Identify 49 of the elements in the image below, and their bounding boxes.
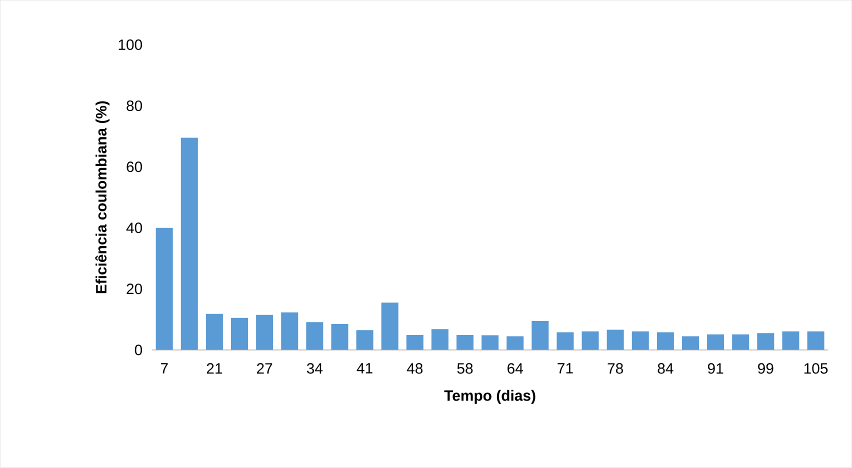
x-tick-label: 27 bbox=[256, 363, 272, 374]
bar bbox=[757, 333, 774, 350]
x-tick-label: 78 bbox=[608, 363, 623, 374]
y-tick-label: 0 bbox=[134, 344, 142, 356]
y-tick-label: 40 bbox=[126, 222, 142, 234]
y-tick-label: 60 bbox=[126, 162, 142, 172]
bar bbox=[206, 314, 223, 350]
bar bbox=[231, 318, 248, 350]
bar bbox=[582, 331, 599, 350]
bar bbox=[482, 335, 499, 350]
x-tick-label: 71 bbox=[558, 363, 573, 374]
x-tick-label: 41 bbox=[356, 363, 372, 374]
y-tick-label: 100 bbox=[118, 40, 142, 50]
x-tick-label: 21 bbox=[206, 363, 222, 374]
y-axis-title: Eficiência coulombiana (%) bbox=[95, 101, 110, 294]
x-tick-label: 58 bbox=[457, 363, 473, 374]
bar bbox=[180, 138, 198, 350]
bar bbox=[381, 302, 398, 350]
bar bbox=[331, 324, 348, 350]
x-tick-label: 91 bbox=[708, 363, 724, 374]
bar bbox=[556, 332, 574, 350]
bar bbox=[732, 334, 750, 350]
bar bbox=[431, 329, 448, 350]
x-tick-label: 99 bbox=[758, 363, 774, 374]
x-axis-title: Tempo (dias) bbox=[444, 390, 536, 404]
bar bbox=[707, 334, 724, 350]
bar bbox=[281, 312, 298, 350]
x-tick-label: 64 bbox=[508, 363, 523, 374]
bar bbox=[506, 336, 524, 350]
bar bbox=[532, 321, 549, 350]
x-tick-label: 105 bbox=[804, 363, 828, 374]
y-tick-label: 20 bbox=[126, 284, 142, 294]
bar bbox=[682, 336, 699, 350]
bar bbox=[156, 228, 173, 350]
bar bbox=[306, 322, 324, 350]
x-tick-label: 7 bbox=[160, 363, 168, 374]
bar bbox=[456, 335, 474, 350]
y-tick-label: 80 bbox=[126, 100, 142, 112]
bar bbox=[782, 331, 800, 350]
bar bbox=[256, 314, 274, 350]
bar bbox=[632, 331, 649, 350]
bar bbox=[656, 332, 674, 350]
x-tick-label: 48 bbox=[406, 363, 423, 374]
bar bbox=[606, 330, 624, 350]
bar bbox=[807, 331, 824, 350]
bar bbox=[356, 330, 374, 350]
x-tick-label: 84 bbox=[658, 363, 674, 374]
bar bbox=[406, 335, 424, 350]
x-tick-label: 34 bbox=[306, 363, 323, 374]
